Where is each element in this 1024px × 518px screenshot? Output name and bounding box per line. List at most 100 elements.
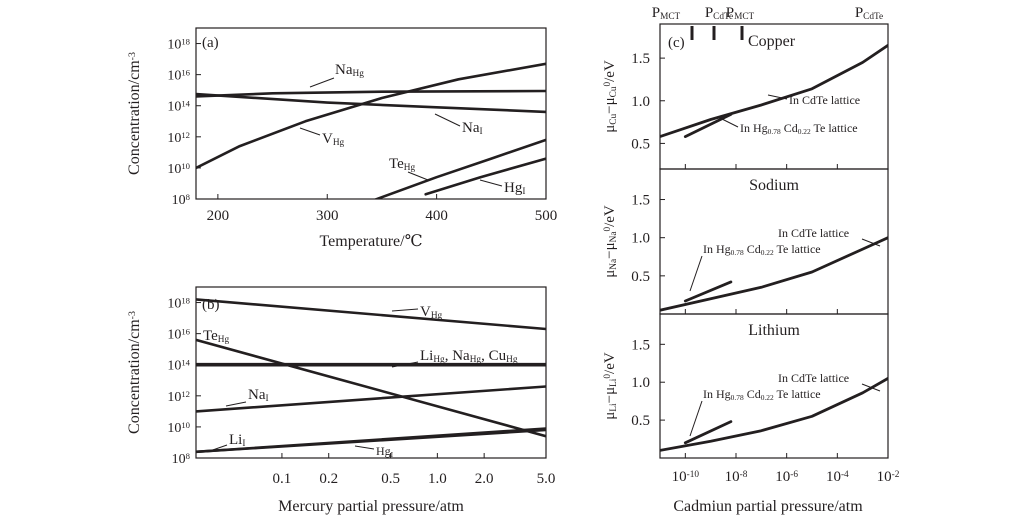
y-tick-label: 108	[172, 192, 190, 208]
series-line	[683, 280, 733, 303]
panel-label: (a)	[202, 35, 219, 51]
y-axis-label: μNa−μNa0/eV	[602, 205, 619, 278]
y-tick-label: 1.5	[631, 51, 650, 67]
subplot-sodium: 0.5 1.0 1.5 Sodium μNa−μNa0/eV In CdTe lattic…	[602, 168, 889, 315]
x-tick-label: 2.0	[475, 471, 494, 487]
series-label: HgI	[376, 444, 394, 459]
series-label: NaI	[248, 387, 269, 404]
x-tick-label: 1.0	[428, 471, 447, 487]
subplot-lithium: 0.5 1.0 1.5 Lithium μLi−μLi0/eV In CdTe latti…	[602, 313, 889, 459]
annotation-leader	[719, 117, 739, 128]
y-tick-label: 1018	[167, 295, 190, 311]
y-tick-label: 1010	[167, 161, 190, 177]
series-label: LiHg, NaHg, CuHg	[420, 348, 518, 365]
x-tick-label: 0.1	[273, 471, 292, 487]
x-tick-label: 0.5	[381, 471, 400, 487]
x-tick-label: 5.0	[537, 471, 556, 487]
subplot-title: Copper	[748, 33, 796, 50]
series-line	[373, 138, 546, 199]
subplot-copper: 0.5 1.0 1.5 Copper μCu−μCu0/eV In CdTe lattic…	[602, 23, 889, 170]
series-label: NaHg	[335, 62, 364, 79]
series-line	[660, 376, 888, 452]
y-tick-label: 0.5	[631, 269, 650, 285]
annotation-leader	[767, 94, 788, 100]
y-tick-label: 1.0	[631, 231, 650, 247]
x-tick-label: 10-10	[672, 469, 700, 485]
series-group	[196, 298, 546, 454]
x-tick-label: 10-6	[775, 469, 798, 485]
pressure-marker-label: PMCT	[652, 5, 681, 22]
subplot-title: Sodium	[749, 177, 799, 194]
annotation: In CdTe lattice	[789, 93, 860, 107]
series-group	[660, 43, 888, 139]
annotation-leader	[689, 255, 703, 292]
label-leader	[479, 179, 503, 187]
series-line	[683, 113, 733, 139]
pressure-marker-label: PCdTe	[855, 5, 883, 22]
series-label: VHg	[322, 131, 345, 148]
series-label: NaI	[462, 120, 483, 137]
plot-frame	[195, 286, 547, 459]
x-tick-label: 10-4	[826, 469, 849, 485]
y-tick-label: 1014	[167, 358, 190, 374]
series-line	[424, 157, 546, 196]
y-tick-label: 0.5	[631, 136, 650, 152]
x-axis-label: Mercury partial pressure/atm	[278, 498, 464, 515]
y-tick-label: 1016	[167, 68, 190, 84]
series-line	[196, 62, 546, 170]
subplot-title: Lithium	[748, 322, 800, 339]
label-leader	[206, 444, 228, 453]
annotation: In Hg0.78 Cd0.22 Te lattice	[703, 387, 821, 402]
series-line	[660, 236, 888, 312]
pressure-marker-label: PCdTe	[705, 5, 733, 22]
series-label: HgI	[504, 180, 525, 197]
label-leader	[354, 445, 375, 450]
label-leader	[434, 113, 461, 127]
x-axis-label: Temperature/℃	[320, 233, 423, 250]
y-tick-label: 1.0	[631, 94, 650, 110]
series-label: TeHg	[389, 156, 415, 173]
x-tick-label: 10-2	[877, 469, 900, 485]
panel-a: 108 1010 1012 1014 1016 1018 200 300 400 500 (a) Te…	[126, 27, 557, 250]
annotation: In Hg0.78 Cd0.22 Te lattice	[703, 242, 821, 257]
pressure-marker-label: PMCT	[726, 5, 755, 22]
x-axis-label: Cadmiun partial pressure/atm	[673, 498, 863, 515]
series-group	[196, 62, 546, 199]
series-line	[196, 298, 546, 331]
annotation-leader	[861, 238, 881, 247]
x-tick-label: 200	[207, 208, 230, 224]
y-tick-label: 108	[172, 451, 190, 467]
y-tick-label: 1012	[167, 130, 190, 146]
x-tick-label: 400	[425, 208, 448, 224]
label-leader	[407, 171, 429, 181]
label-leader	[225, 401, 247, 407]
y-tick-label: 1.0	[631, 375, 650, 391]
panel-label: (c)	[668, 35, 685, 51]
plot-frame	[195, 27, 547, 200]
series-label: VHg	[420, 304, 443, 321]
series-line	[196, 89, 546, 98]
panel-b: 108 1010 1012 1014 1016 1018 0.1 0.2 0.5 1.0 2.0 5.…	[126, 286, 556, 515]
series-line	[196, 92, 546, 114]
y-tick-label: 1018	[167, 36, 190, 52]
series-line	[660, 43, 888, 139]
x-tick-label: 0.2	[319, 471, 338, 487]
annotation-leader	[689, 400, 703, 437]
y-tick-label: 0.5	[631, 413, 650, 429]
series-label: TeHg	[203, 328, 229, 345]
y-tick-label: 1014	[167, 99, 190, 115]
series-line	[196, 385, 546, 413]
y-tick-label: 1010	[167, 420, 190, 436]
y-axis-label: μCu−μCu0/eV	[602, 60, 619, 133]
series-group	[660, 236, 888, 312]
series-line	[683, 420, 733, 445]
label-leader	[309, 77, 335, 88]
plot-frame	[659, 313, 889, 459]
series-label: LiI	[229, 432, 245, 449]
x-tick-label: 300	[316, 208, 339, 224]
label-leader	[391, 361, 419, 368]
y-axis-label: Concentration/cm-3	[126, 311, 143, 434]
series-line	[196, 338, 546, 438]
